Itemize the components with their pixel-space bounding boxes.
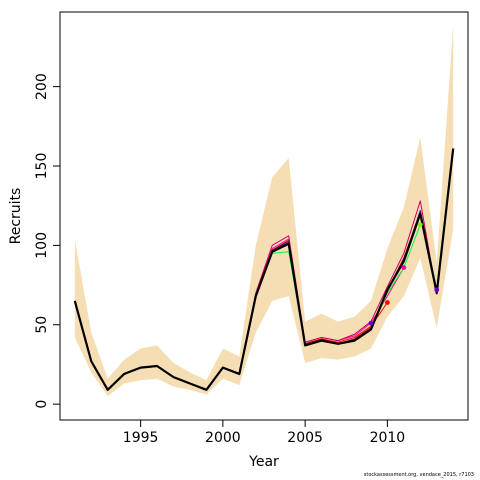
confidence-band-layer xyxy=(74,24,454,397)
y-tick-label-50: 50 xyxy=(34,316,50,334)
series-line-main xyxy=(73,148,455,391)
y-tick-label-150: 150 xyxy=(34,153,50,180)
y-tick-label-0: 0 xyxy=(34,400,50,409)
y-tick-label-200: 200 xyxy=(34,73,50,100)
confidence-band xyxy=(74,24,454,397)
x-axis-title: Year xyxy=(248,454,279,470)
terminal-point-2013 xyxy=(434,287,440,293)
x-axis: 1995 2000 2005 2010 xyxy=(123,420,405,446)
series-layer xyxy=(73,148,455,391)
terminal-point-2012 xyxy=(417,222,423,228)
terminal-point-2011 xyxy=(401,265,407,270)
terminal-point-2009 xyxy=(368,320,374,326)
y-axis: 0 50 100 150 200 xyxy=(34,73,60,409)
terminal-point-2010 xyxy=(384,300,390,305)
terminal-points-layer xyxy=(368,222,440,326)
plot-frame xyxy=(59,11,469,421)
y-axis-title: Recruits xyxy=(8,188,24,245)
x-tick-label-2000: 2000 xyxy=(205,430,241,446)
x-tick-label-2005: 2005 xyxy=(287,430,323,446)
source-footer: stockassessment.org, vendace_2015, r7103 xyxy=(363,472,474,478)
x-tick-label-2010: 2010 xyxy=(370,430,406,446)
y-tick-label-100: 100 xyxy=(34,232,50,259)
x-tick-label-1995: 1995 xyxy=(123,430,159,446)
